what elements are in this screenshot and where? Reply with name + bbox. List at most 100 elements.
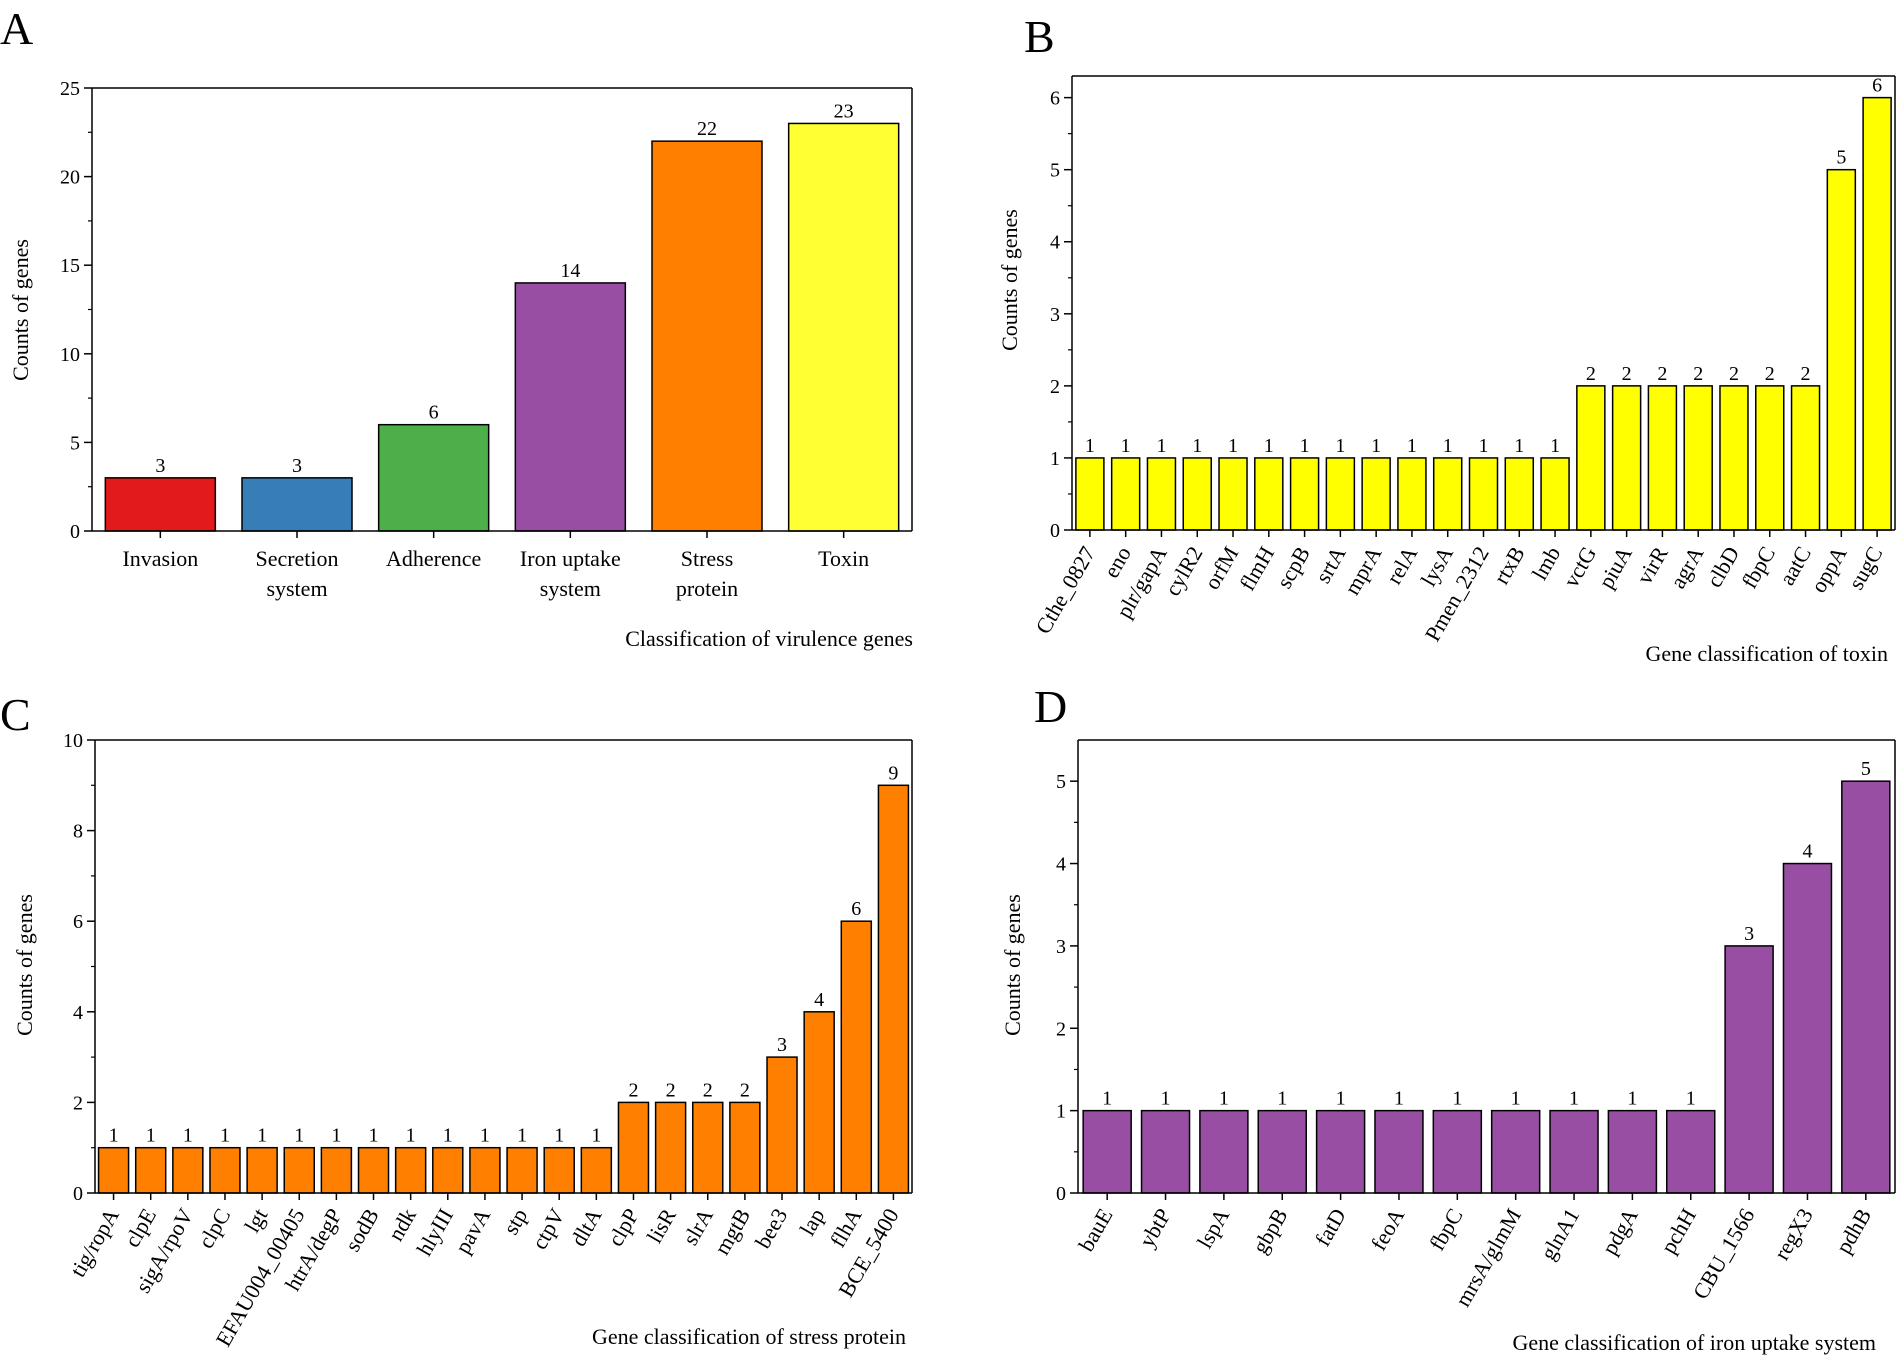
bar <box>1182 457 1212 531</box>
bar <box>1397 457 1427 531</box>
data-label: 1 <box>554 1125 564 1147</box>
bar <box>1607 1109 1658 1194</box>
x-tick-label: lgt <box>239 1204 272 1237</box>
y-axis-title: Counts of genes <box>8 239 33 381</box>
data-label: 2 <box>666 1079 676 1101</box>
x-tick-label: mprA <box>1339 542 1386 599</box>
bar <box>1719 385 1749 531</box>
x-tick-label-line: Iron uptake <box>520 546 621 571</box>
bar <box>1289 457 1320 531</box>
bar <box>1468 457 1499 531</box>
x-tick-label: pdhB <box>1831 1204 1876 1258</box>
x-tick-label: stp <box>498 1204 532 1239</box>
data-label: 5 <box>1836 147 1846 169</box>
data-label: 1 <box>257 1125 267 1147</box>
bar <box>1110 457 1141 531</box>
data-label: 3 <box>155 455 165 477</box>
bar <box>1841 780 1891 1194</box>
y-tick-label: 0 <box>73 1183 83 1205</box>
y-tick-label: 6 <box>73 911 83 933</box>
y-tick-label: 2 <box>73 1092 83 1114</box>
bar <box>506 1146 538 1194</box>
data-label: 1 <box>1371 435 1381 457</box>
y-tick-label: 4 <box>1056 854 1066 876</box>
bar <box>1218 457 1248 531</box>
data-label: 1 <box>480 1125 490 1147</box>
y-tick-label: 3 <box>1050 304 1060 326</box>
data-label: 6 <box>1872 75 1882 97</box>
data-label: 3 <box>292 455 302 477</box>
bar <box>469 1146 501 1194</box>
data-label: 2 <box>740 1079 750 1101</box>
y-tick-label: 4 <box>1050 232 1060 254</box>
x-tick-label-line: Adherence <box>386 546 481 571</box>
bar <box>1432 457 1463 531</box>
y-tick-label: 1 <box>1056 1101 1066 1123</box>
x-tick-label: pavA <box>450 1204 496 1258</box>
data-label: 1 <box>1156 435 1166 457</box>
x-tick-label: regX3 <box>1769 1204 1818 1264</box>
x-tick-label: feoA <box>1366 1204 1410 1255</box>
bar <box>1576 385 1606 531</box>
x-tick-label: flmH <box>1234 542 1279 595</box>
bar <box>209 1146 241 1194</box>
data-label: 1 <box>406 1125 416 1147</box>
chart-panel-b: B 1 1 1 1 1 1 1 1 1 1 1 1 1 1 2 2 2 2 2 2 2 5 6 0 1 2 3 4 5 6 Cthe_0827… <box>997 11 1896 666</box>
data-label: 1 <box>1550 435 1560 457</box>
chart-panel-d: D 1 1 1 1 1 1 1 1 1 1 1 3 4 5 0 1 2 3 4 5 bauE ybtP lspA gbpB fat… <box>1000 681 1896 1355</box>
data-label: 1 <box>1443 435 1453 457</box>
x-tick-label: ybtP <box>1134 1204 1176 1251</box>
y-tick-label: 20 <box>60 167 80 189</box>
y-tick-label: 2 <box>1056 1018 1066 1040</box>
x-tick-label: scpB <box>1271 542 1315 593</box>
data-label: 1 <box>1121 435 1131 457</box>
y-tick-label: 5 <box>1050 160 1060 182</box>
x-axis-title: Gene classification of toxin <box>1645 641 1888 666</box>
x-tick-label: cylR2 <box>1160 542 1208 600</box>
chart-panel-c: C 1 1 1 1 1 1 1 1 1 1 1 1 1 1 2 2 2 2 3 4 6 9 0 2 4 6 8 10 tig/ropA cl… <box>0 689 913 1351</box>
data-label: 1 <box>1192 435 1202 457</box>
bar <box>580 1146 613 1194</box>
data-label: 1 <box>443 1125 453 1147</box>
y-tick-label: 1 <box>1050 448 1060 470</box>
bar <box>1257 1109 1307 1194</box>
x-axis-title: Gene classification of iron uptake syste… <box>1512 1330 1876 1355</box>
bar <box>543 1146 575 1194</box>
data-label: 1 <box>1511 1088 1521 1110</box>
x-tick-label: tig/ropA <box>65 1204 124 1281</box>
data-label: 9 <box>888 762 898 784</box>
panel-letter: A <box>0 3 33 54</box>
y-tick-label: 0 <box>1056 1183 1066 1205</box>
x-tick-label-line: system <box>540 576 601 601</box>
x-tick-label-line: system <box>266 576 327 601</box>
data-label: 1 <box>1627 1088 1637 1110</box>
bar <box>394 1146 427 1194</box>
x-tick-label: lspA <box>1192 1204 1234 1253</box>
x-tick-label: orfM <box>1199 542 1243 594</box>
x-tick-label: oppA <box>1806 542 1852 597</box>
bar <box>1082 1109 1132 1194</box>
bar <box>1140 1109 1191 1194</box>
bar <box>320 1146 353 1194</box>
x-tick-label: agrA <box>1665 542 1709 593</box>
bar <box>1724 945 1774 1194</box>
bar <box>283 1146 315 1194</box>
y-axis-title: Counts of genes <box>1000 894 1025 1036</box>
x-tick-label: clpC <box>193 1204 235 1252</box>
x-tick-label: fbpC <box>1736 542 1780 593</box>
x-tick-label: ctpV <box>527 1204 570 1254</box>
data-label: 3 <box>777 1034 787 1056</box>
data-label: 1 <box>183 1125 193 1147</box>
data-label: 1 <box>1336 1088 1346 1110</box>
x-tick-label-line: protein <box>676 576 738 601</box>
bar <box>1325 457 1356 531</box>
data-label: 1 <box>517 1125 527 1147</box>
data-label: 1 <box>591 1125 601 1147</box>
x-tick-label: piuA <box>1593 542 1637 593</box>
data-label: 1 <box>1394 1088 1404 1110</box>
data-label: 1 <box>1277 1088 1287 1110</box>
y-tick-label: 0 <box>70 521 80 543</box>
x-tick-label: gbpB <box>1247 1204 1292 1258</box>
bar <box>1755 385 1785 531</box>
